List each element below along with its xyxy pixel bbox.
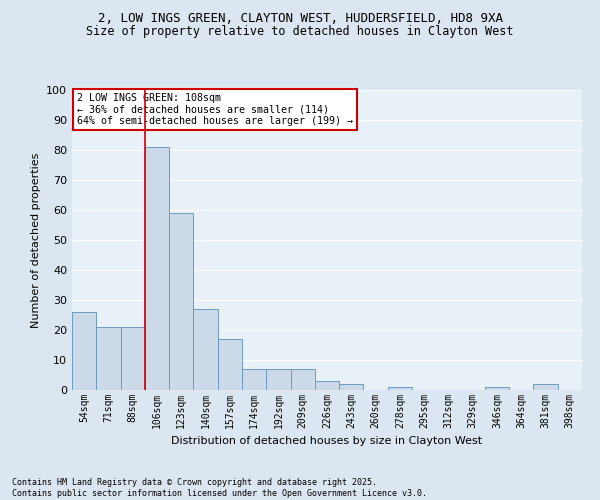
Bar [193,309,218,390]
Bar [145,147,169,390]
Bar [339,384,364,390]
Text: 2 LOW INGS GREEN: 108sqm
← 36% of detached houses are smaller (114)
64% of semi-: 2 LOW INGS GREEN: 108sqm ← 36% of detach… [77,93,353,126]
X-axis label: Distribution of detached houses by size in Clayton West: Distribution of detached houses by size … [172,436,482,446]
Text: Contains HM Land Registry data © Crown copyright and database right 2025.
Contai: Contains HM Land Registry data © Crown c… [12,478,427,498]
Bar [290,369,315,390]
Bar [96,327,121,390]
Bar [169,213,193,390]
Bar [242,369,266,390]
Text: 2, LOW INGS GREEN, CLAYTON WEST, HUDDERSFIELD, HD8 9XA: 2, LOW INGS GREEN, CLAYTON WEST, HUDDERS… [97,12,503,26]
Bar [533,384,558,390]
Y-axis label: Number of detached properties: Number of detached properties [31,152,41,328]
Text: Size of property relative to detached houses in Clayton West: Size of property relative to detached ho… [86,25,514,38]
Bar [485,387,509,390]
Bar [315,381,339,390]
Bar [218,339,242,390]
Bar [72,312,96,390]
Bar [388,387,412,390]
Bar [266,369,290,390]
Bar [121,327,145,390]
